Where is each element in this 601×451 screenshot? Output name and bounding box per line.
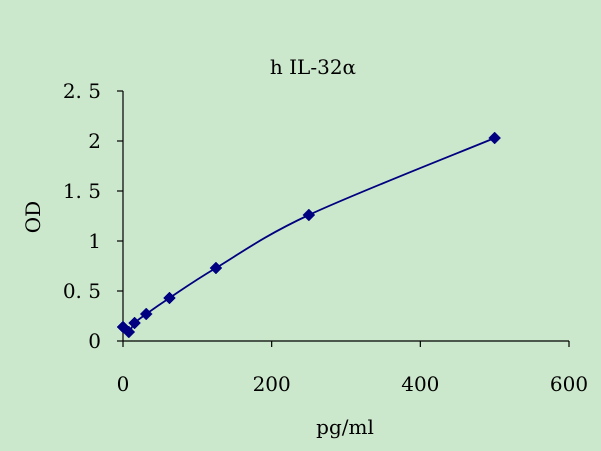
data-point-diamond — [302, 208, 316, 222]
x-tick-label: 0 — [117, 372, 130, 396]
x-axis-ticks: 0 200 400 600 — [117, 341, 588, 396]
data-point-diamond — [122, 325, 136, 339]
data-point-diamond — [139, 307, 153, 321]
y-tick-label: 0. 5 — [63, 279, 101, 303]
y-tick-label: 1 — [88, 229, 101, 253]
x-tick-label: 600 — [550, 372, 588, 396]
data-point-diamond — [128, 316, 141, 330]
axes — [122, 91, 569, 342]
x-axis-label: pg/ml — [316, 415, 374, 439]
y-tick-label: 1. 5 — [63, 179, 101, 203]
chart-title: h IL-32α — [270, 55, 356, 79]
y-tick-label: 2 — [88, 129, 101, 153]
y-axis-label: OD — [21, 201, 45, 233]
y-tick-label: 0 — [88, 329, 101, 353]
y-tick-label: 2. 5 — [63, 79, 101, 103]
trend-line — [122, 137, 496, 333]
x-tick-label: 400 — [401, 372, 439, 396]
x-tick-label: 200 — [253, 372, 291, 396]
data-point-diamond — [209, 261, 223, 275]
y-axis-ticks: 0 0. 5 1 1. 5 2 2. 5 — [63, 79, 123, 353]
data-point-diamond — [163, 291, 176, 305]
data-point-diamond — [488, 131, 502, 145]
data-points — [116, 131, 502, 339]
